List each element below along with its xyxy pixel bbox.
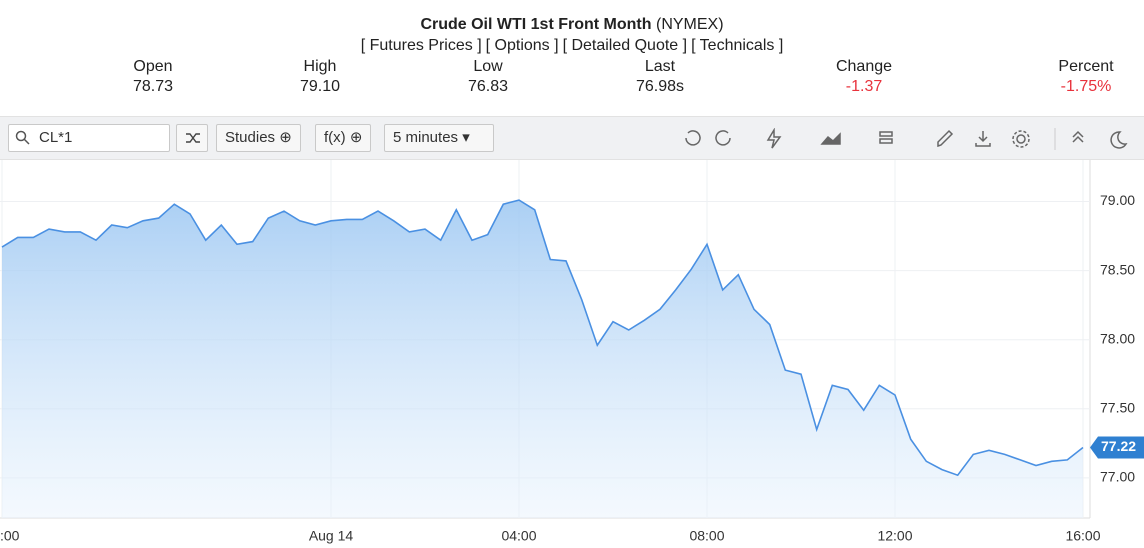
toolbar: CL*1 Studies ⊕ f(x) ⊕ 5 minutes ▾ [0, 116, 1144, 160]
quote-item: Low 76.83 [428, 57, 548, 97]
undo[interactable] [685, 130, 701, 146]
symbol-input[interactable]: CL*1 [8, 124, 170, 152]
symbol: CL*1 [39, 129, 73, 146]
quote-label: Percent [1058, 58, 1114, 75]
interval: 5 minutes [393, 129, 459, 146]
link[interactable]: [ Technicals ] [691, 37, 784, 54]
quote-value: -1.75% [1060, 78, 1112, 95]
layout[interactable] [879, 131, 893, 137]
links: [ Futures Prices ][ Options ][ Detailed … [0, 37, 1144, 55]
quote-value: 76.98s [635, 78, 685, 95]
quote-label: Last [644, 58, 676, 75]
redo[interactable] [715, 130, 731, 146]
x-tick-label: Aug 14 [309, 528, 354, 544]
pencil[interactable] [937, 129, 954, 148]
exchange: (NYMEX) [655, 16, 724, 33]
price-badge-label: 77.22 [1101, 438, 1136, 454]
quote-value: 76.83 [467, 78, 509, 95]
y-tick-label: 77.00 [1100, 469, 1135, 485]
quote-value: -1.37 [845, 78, 883, 95]
y-tick-label: 77.50 [1100, 400, 1135, 416]
quote-item: Change -1.37 [804, 57, 924, 97]
shuffle-icon [186, 133, 200, 143]
quote-item: High 79.10 [260, 57, 380, 97]
title-row: Crude Oil WTI 1st Front Month (NYMEX) [0, 16, 1144, 34]
download[interactable] [975, 131, 991, 147]
link[interactable]: [ Futures Prices ] [360, 37, 482, 54]
y-tick-label: 78.00 [1100, 330, 1135, 346]
studies: Studies [225, 129, 276, 146]
quote-value: 78.73 [132, 78, 174, 95]
settings[interactable] [1016, 134, 1026, 144]
search-icon [15, 130, 30, 145]
link[interactable]: [ Detailed Quote ] [562, 37, 688, 54]
theme[interactable] [1110, 131, 1128, 149]
area [2, 200, 1083, 518]
link[interactable]: [ Options ] [485, 37, 559, 54]
quote-label: Open [133, 58, 173, 75]
title: Crude Oil WTI 1st Front Month [420, 16, 652, 33]
quote-label: Change [835, 58, 893, 75]
x-tick-label: 04:00 [501, 528, 536, 544]
quote-item: Open 78.73 [93, 57, 213, 97]
toolbar-icons [685, 128, 1128, 150]
quote-value: 79.10 [299, 78, 341, 95]
interval-button[interactable]: 5 minutes ▾ [384, 124, 494, 152]
quote-item: Last 76.98s [600, 57, 720, 97]
compare-button[interactable] [176, 124, 208, 152]
fx-button[interactable]: f(x) ⊕ [315, 124, 372, 152]
quote-label: High [303, 58, 337, 75]
price-badge [1090, 436, 1144, 459]
collapse[interactable] [1072, 130, 1084, 143]
x-tick-label: :00 [0, 528, 20, 544]
draw-mode[interactable] [766, 128, 782, 149]
fx: f(x) [324, 129, 346, 146]
chart-type[interactable] [820, 132, 841, 145]
y-tick-label: 78.50 [1100, 261, 1135, 277]
x-tick-label: 08:00 [689, 528, 724, 544]
quote-label: Low [473, 58, 503, 75]
price-line [1, 199, 1084, 477]
quote-item: Percent -1.75% [1026, 57, 1144, 97]
y-tick-label: 79.00 [1100, 192, 1135, 208]
x-tick-label: 12:00 [877, 528, 912, 544]
studies-button[interactable]: Studies ⊕ [216, 124, 301, 152]
quote-header: Crude Oil WTI 1st Front Month (NYMEX) [ … [0, 0, 1144, 116]
x-tick-label: 16:00 [1065, 528, 1100, 544]
